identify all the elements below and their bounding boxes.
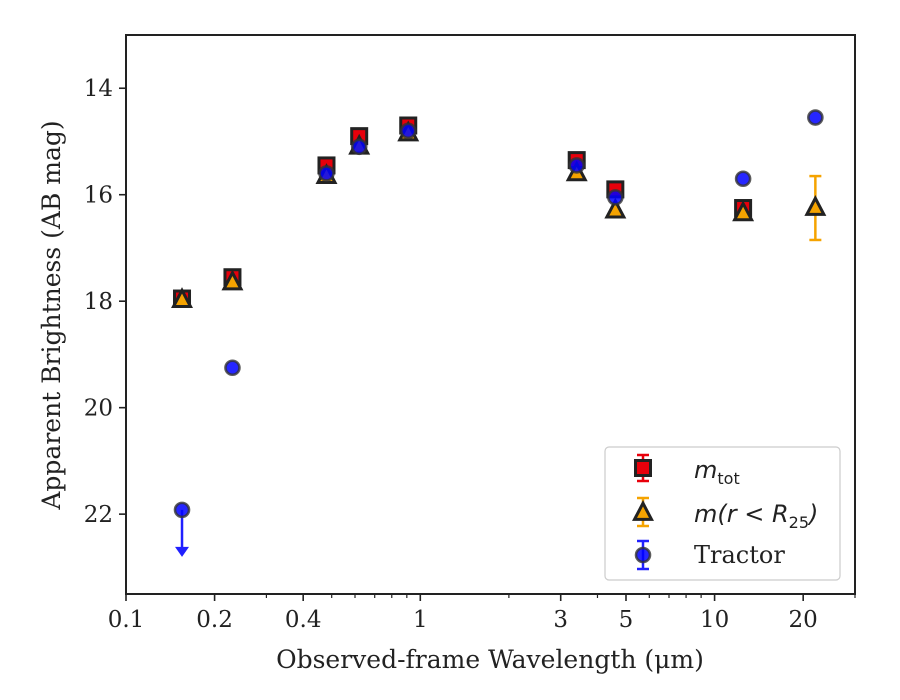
circle-marker	[734, 170, 752, 188]
triangle-marker	[171, 287, 193, 309]
legend: mtot m(r < R25) Tractor	[604, 446, 841, 581]
legend-m-r25-base: m(r < R	[694, 500, 789, 528]
x-tick-label: 10	[700, 607, 729, 633]
y-axis-label: Apparent Brightness (AB mag)	[37, 120, 66, 510]
x-tick-label: 0.4	[285, 607, 322, 633]
circle-marker	[807, 109, 824, 126]
circle-marker	[173, 501, 191, 519]
triangle-marker	[632, 500, 654, 521]
y-tick-label: 22	[84, 502, 113, 528]
circle-marker	[224, 359, 241, 377]
x-tick-label: 20	[789, 607, 818, 633]
legend-m-r25-close: )	[807, 500, 818, 528]
legend-m-tot-base: m	[694, 456, 717, 484]
legend-m-tot-sub: tot	[717, 469, 739, 488]
legend-markers	[632, 453, 654, 571]
circle-marker	[568, 157, 586, 174]
y-tick-label: 18	[84, 289, 113, 315]
y-tick-label: 20	[84, 396, 113, 422]
square-marker	[634, 459, 652, 477]
circle-marker	[634, 546, 652, 564]
x-tick-label: 1	[413, 607, 428, 633]
triangle-marker	[221, 269, 244, 291]
legend-m-r25-sub: 25	[789, 513, 809, 532]
triangle-marker	[804, 195, 827, 216]
triangle-marker	[732, 200, 755, 222]
circle-marker	[399, 122, 417, 140]
triangle-marker	[604, 197, 627, 219]
legend-entry-m-r25: m(r < R25)	[694, 500, 818, 532]
x-axis-label: Observed-frame Wavelength (μm)	[276, 645, 704, 674]
y-tick-label: 16	[84, 183, 113, 209]
upper-limit-arrow-head	[175, 546, 190, 557]
circle-marker	[607, 189, 624, 206]
circle-marker	[350, 138, 368, 156]
y-tick-label: 14	[84, 76, 113, 102]
x-tick-label: 0.2	[196, 607, 233, 633]
legend-box	[604, 446, 841, 581]
x-tick-label: 3	[553, 607, 568, 633]
x-tick-label: 5	[619, 607, 634, 633]
circle-marker	[318, 165, 335, 182]
x-tick-label: 0.1	[108, 607, 145, 633]
legend-entry-m-tot: mtot	[694, 456, 740, 488]
data-marks	[171, 109, 827, 557]
legend-entry-tractor: Tractor	[694, 541, 785, 569]
series-circle	[173, 109, 824, 557]
axis-ticks: 0.1 0.2 0.4 1 3 5 10 20 14 16 18 20 22	[84, 76, 856, 633]
plot-frame	[125, 34, 856, 595]
